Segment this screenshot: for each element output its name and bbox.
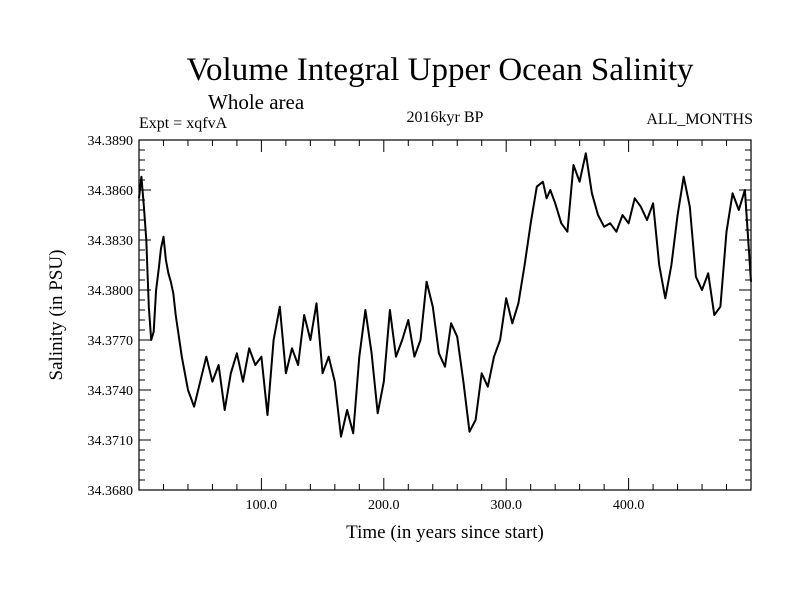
y-tick-label: 34.3710	[88, 434, 134, 449]
months-label: ALL_MONTHS	[646, 111, 753, 128]
x-tick-label: 400.0	[613, 498, 645, 513]
y-tick-labels: 34.3680 34.3710 34.3740 34.3770 34.3800 34.38…	[88, 134, 134, 499]
chart-title: Volume Integral Upper Ocean Salinity	[186, 52, 694, 88]
plot-border	[138, 139, 752, 491]
series-line-salinity	[138, 152, 752, 438]
y-tick-label: 34.3800	[88, 284, 134, 299]
period-label: 2016kyr BP	[407, 109, 484, 126]
x-tick-labels: 100.0 200.0 300.0 400.0	[246, 498, 645, 513]
plot-area	[138, 139, 752, 491]
x-tick-label: 300.0	[490, 498, 522, 513]
y-axis-label: Salinity (in PSU)	[46, 250, 67, 381]
experiment-label: Expt = xqfvA	[139, 115, 228, 132]
x-tick-label: 200.0	[368, 498, 400, 513]
y-tick-label: 34.3740	[88, 384, 134, 399]
chart-subtitle: Whole area	[208, 90, 305, 114]
axis-ticks	[139, 139, 751, 491]
y-tick-label: 34.3680	[88, 484, 134, 499]
y-tick-label: 34.3860	[88, 184, 134, 199]
y-tick-label: 34.3770	[88, 334, 134, 349]
x-axis-label: Time (in years since start)	[346, 522, 544, 543]
x-tick-label: 100.0	[246, 498, 278, 513]
y-tick-label: 34.3830	[88, 234, 134, 249]
y-tick-label: 34.3890	[88, 134, 134, 149]
